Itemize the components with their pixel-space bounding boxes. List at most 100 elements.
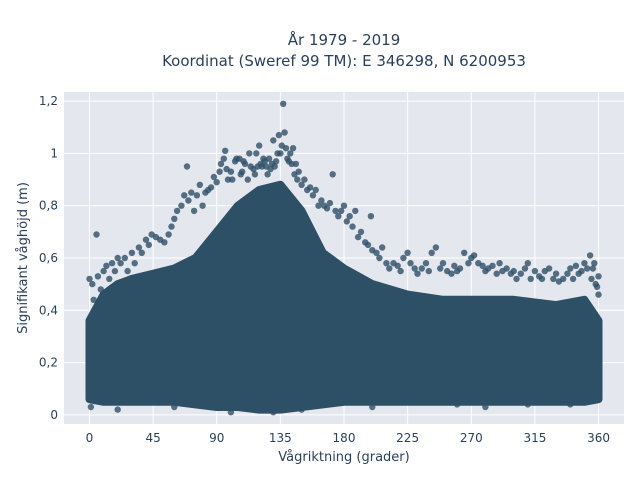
scatter-point — [346, 213, 353, 220]
scatter-point — [193, 192, 201, 199]
scatter-point — [117, 260, 124, 267]
scatter-point — [560, 275, 567, 283]
y-tick-label: 0,4 — [39, 303, 58, 317]
scatter-point — [493, 270, 500, 277]
scatter-point — [246, 150, 253, 157]
scatter-point — [367, 213, 375, 220]
scatter-point — [584, 265, 591, 272]
scatter-point — [108, 260, 116, 267]
scatter-point — [591, 260, 598, 267]
scatter-point — [343, 218, 350, 225]
scatter-point — [271, 163, 278, 170]
scatter-point — [589, 265, 597, 272]
scatter-point — [397, 267, 404, 275]
scatter-point — [521, 265, 529, 272]
y-tick-label: 1,2 — [39, 94, 58, 108]
scatter-point — [323, 205, 331, 212]
scatter-point — [87, 403, 95, 411]
scatter-point — [479, 262, 486, 269]
scatter-point — [173, 207, 181, 215]
scatter-point — [135, 244, 143, 251]
scatter-point — [124, 267, 131, 275]
scatter-point — [241, 160, 249, 168]
scatter-point — [451, 262, 458, 269]
scatter-point — [513, 275, 520, 283]
scatter-point — [432, 244, 440, 251]
scatter-point — [188, 189, 195, 196]
scatter-point — [289, 145, 297, 152]
scatter-point — [588, 275, 595, 283]
scatter-point — [364, 241, 372, 249]
scatter-point — [103, 262, 110, 269]
scatter-point — [295, 168, 302, 175]
scatter-point — [552, 270, 560, 277]
y-tick-label: 0 — [50, 408, 58, 422]
scatter-point — [86, 275, 93, 283]
scatter-point — [270, 137, 277, 144]
scatter-point — [114, 254, 121, 262]
scatter-point — [121, 254, 128, 262]
scatter-point — [550, 275, 557, 283]
scatter-point — [207, 184, 215, 191]
scatter-point — [564, 270, 571, 277]
scatter-point — [376, 254, 383, 262]
x-tick-label: 225 — [396, 431, 419, 445]
scatter-point — [161, 239, 168, 246]
scatter-point — [400, 254, 407, 262]
scatter-point — [482, 403, 489, 411]
scatter-point — [281, 129, 288, 136]
scatter-point — [524, 401, 531, 408]
scatter-point — [414, 270, 421, 277]
scatter-point — [93, 231, 100, 238]
scatter-point — [292, 160, 300, 168]
scatter-point — [199, 202, 206, 209]
scatter-point — [217, 160, 225, 168]
scatter-point — [572, 262, 580, 269]
scatter-point — [270, 409, 277, 416]
x-tick-label: 0 — [86, 431, 94, 445]
scatter-point — [496, 260, 503, 267]
scatter-point — [411, 265, 418, 272]
x-axis-title: Vågriktning (grader) — [278, 450, 409, 465]
scatter-point — [287, 150, 294, 157]
scatter-points — [86, 100, 602, 416]
scatter-point — [349, 223, 356, 230]
scatter-point — [89, 280, 96, 288]
scatter-point — [448, 270, 455, 277]
scatter-point — [578, 267, 585, 275]
scatter-point — [503, 265, 510, 272]
scatter-point — [369, 403, 376, 411]
scatter-point — [280, 100, 287, 108]
scatter-point — [318, 197, 325, 204]
scatter-point — [595, 291, 602, 298]
x-tick-label: 360 — [587, 431, 610, 445]
scatter-point — [97, 286, 105, 293]
scatter-point — [315, 202, 322, 209]
scatter-point — [545, 265, 553, 272]
x-tick-label: 270 — [460, 431, 483, 445]
scatter-point — [196, 181, 203, 188]
scatter-point — [407, 260, 414, 267]
scatter-point — [253, 150, 260, 157]
scatter-point — [244, 176, 251, 183]
y-tick-labels: 0 0,2 0,4 0,6 0,8 1 1,2 — [39, 94, 58, 422]
scatter-point — [220, 155, 227, 162]
x-tick-label: 45 — [145, 431, 160, 445]
scatter-point — [171, 215, 178, 222]
x-tick-label: 315 — [523, 431, 546, 445]
scatter-point — [227, 168, 235, 175]
scatter-point — [275, 131, 283, 139]
scatter-point — [595, 273, 602, 280]
scatter-point — [114, 406, 121, 413]
scatter-point — [465, 260, 472, 267]
chart-title-line-2: Koordinat (Sweref 99 TM): E 346298, N 62… — [162, 52, 526, 70]
scatter-point — [394, 262, 401, 269]
scatter-point — [335, 213, 342, 220]
scatter-point — [183, 163, 191, 170]
scatter-point — [326, 199, 334, 207]
x-tick-label: 90 — [209, 431, 224, 445]
scatter-point — [437, 265, 444, 272]
scatter-point — [227, 409, 235, 416]
scatter-point — [383, 260, 390, 267]
